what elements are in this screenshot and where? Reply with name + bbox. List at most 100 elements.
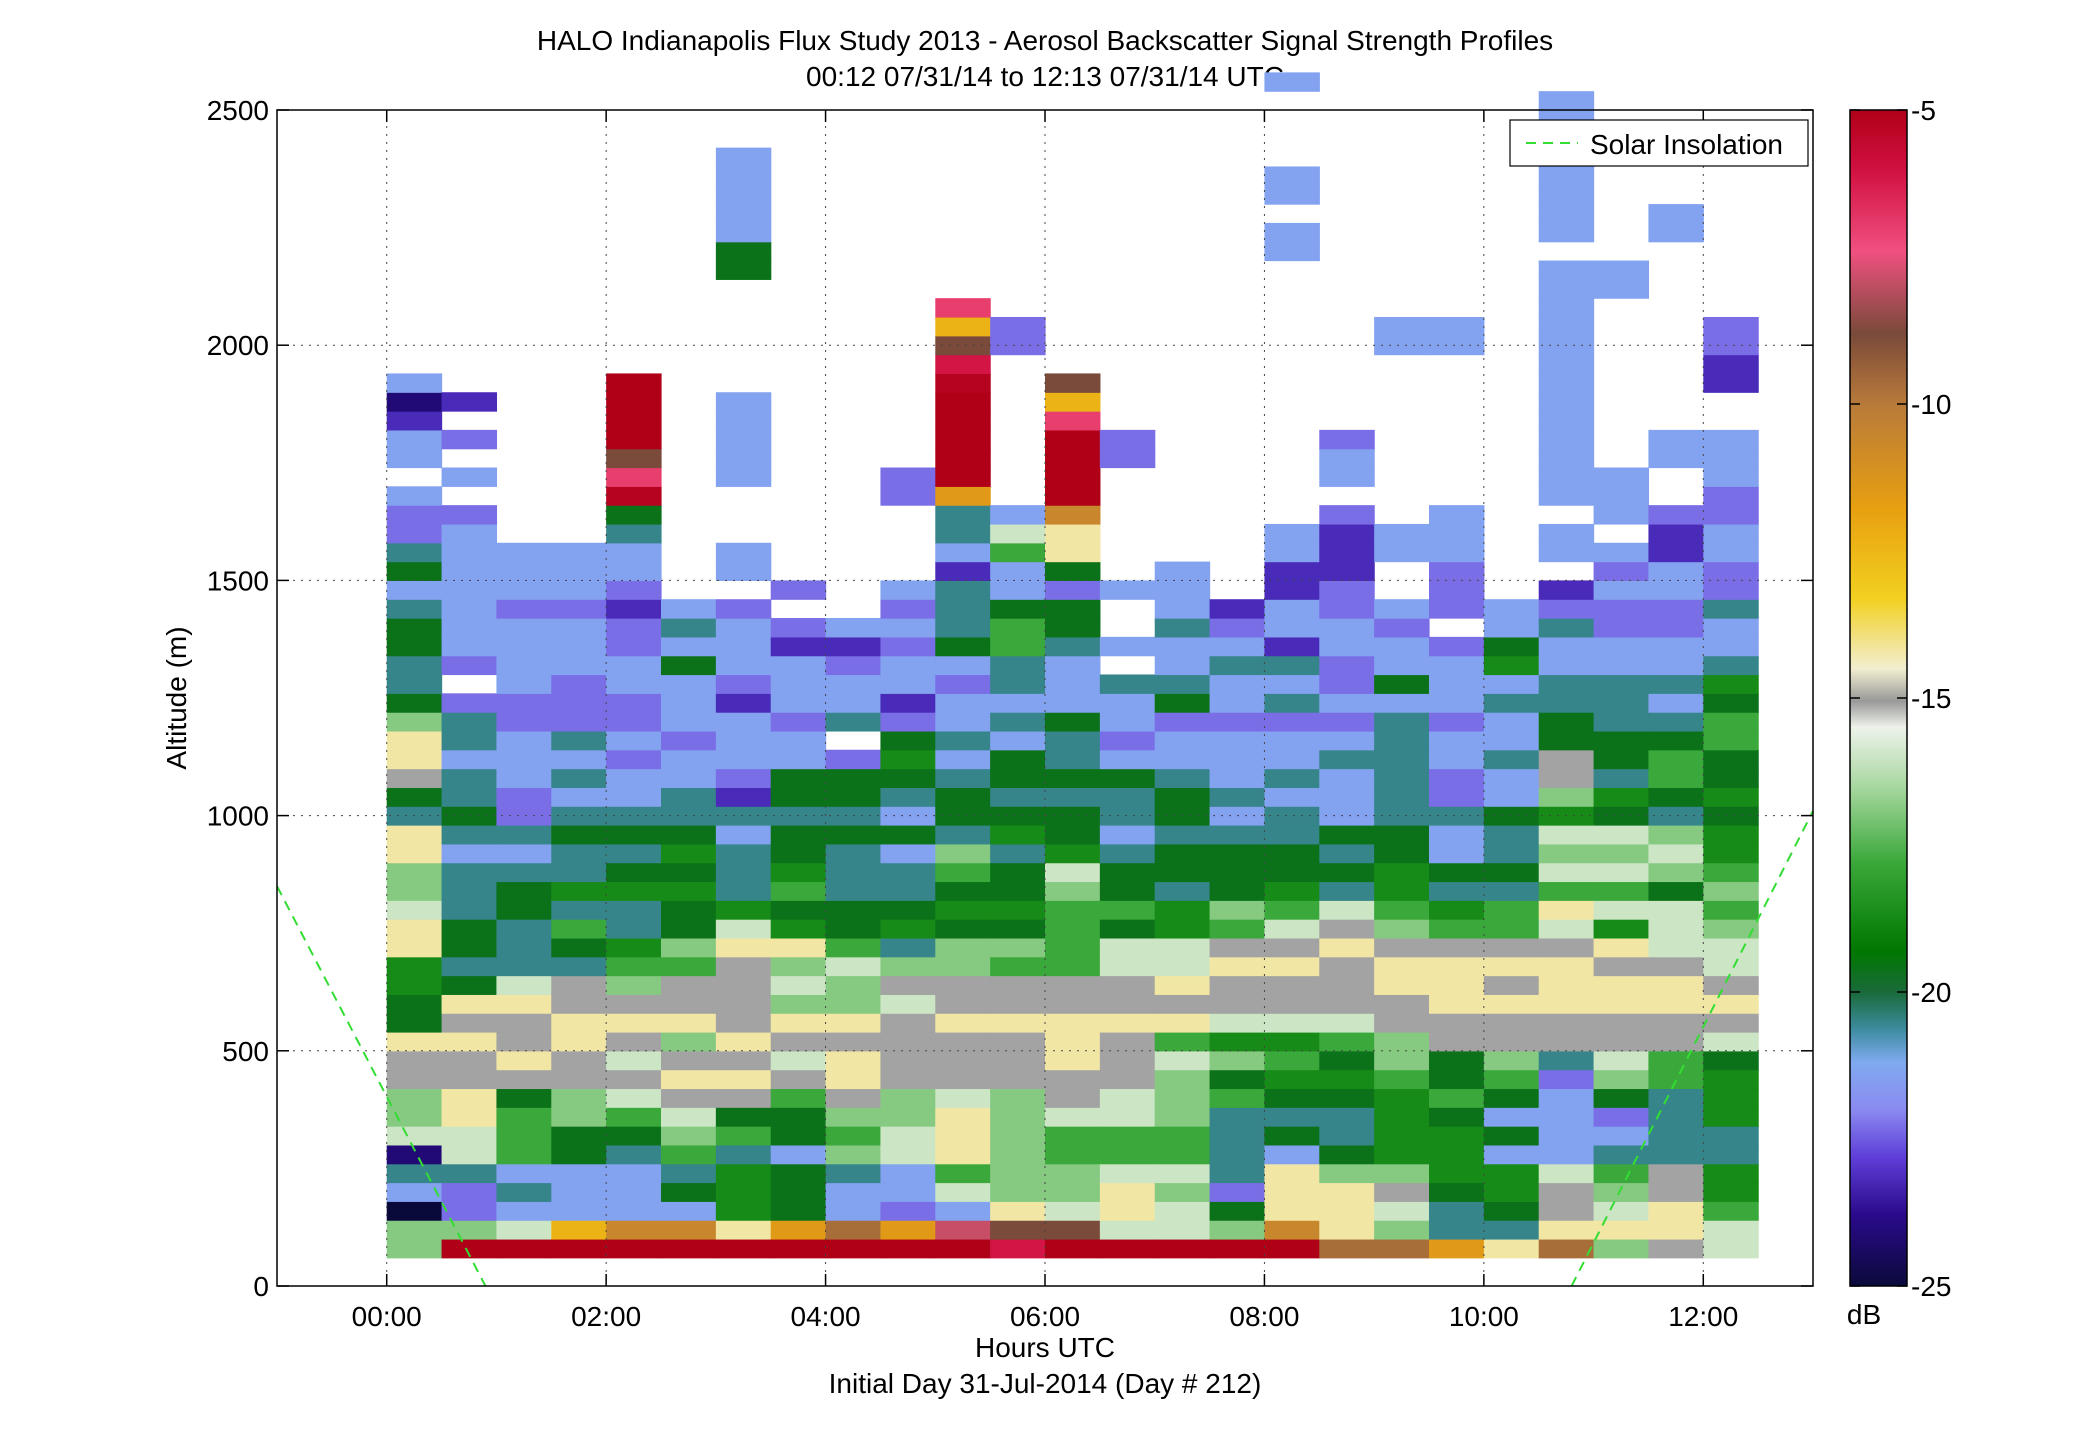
heatmap-cell bbox=[825, 1126, 882, 1146]
heatmap-cell bbox=[1374, 749, 1430, 770]
heatmap-cell bbox=[496, 693, 552, 713]
heatmap-cell bbox=[551, 1238, 607, 1259]
heatmap-cell bbox=[1538, 1182, 1595, 1202]
heatmap-cell bbox=[661, 1107, 717, 1127]
heatmap-cell bbox=[1099, 1050, 1156, 1071]
heatmap-cell bbox=[1429, 636, 1485, 657]
heatmap-cell bbox=[386, 1126, 443, 1146]
heatmap-cell bbox=[715, 1220, 772, 1240]
heatmap-cell bbox=[386, 1107, 443, 1127]
heatmap-cell bbox=[1045, 1238, 1101, 1259]
heatmap-cell bbox=[1648, 1013, 1704, 1033]
x-tick-label: 02:00 bbox=[571, 1301, 641, 1332]
heatmap-cell bbox=[1429, 335, 1485, 356]
heatmap-cell bbox=[441, 1088, 498, 1108]
heatmap-cell bbox=[1538, 429, 1595, 450]
heatmap-cell bbox=[1703, 1238, 1759, 1259]
heatmap-cell bbox=[1319, 599, 1375, 619]
heatmap-cell bbox=[606, 674, 662, 694]
heatmap-cell bbox=[935, 1107, 991, 1127]
heatmap-cell bbox=[880, 919, 936, 939]
heatmap-cell bbox=[386, 411, 443, 431]
heatmap-cell bbox=[1429, 1238, 1485, 1259]
chart-subtitle: 00:12 07/31/14 to 12:13 07/31/14 UTC bbox=[806, 61, 1284, 92]
heatmap-cell bbox=[606, 1031, 662, 1052]
heatmap-cell bbox=[825, 787, 882, 807]
heatmap-cell bbox=[1648, 956, 1704, 977]
heatmap-cell bbox=[770, 1144, 827, 1165]
heatmap-cell bbox=[825, 1182, 882, 1202]
heatmap-cell bbox=[715, 1238, 772, 1259]
heatmap-cell bbox=[1703, 919, 1759, 939]
heatmap-cell bbox=[496, 843, 552, 864]
heatmap-cell bbox=[606, 580, 662, 600]
heatmap-cell bbox=[1538, 298, 1595, 318]
heatmap-cell bbox=[990, 1220, 1046, 1240]
heatmap-cell bbox=[935, 1013, 991, 1033]
heatmap-cell bbox=[1209, 843, 1266, 864]
heatmap-cell bbox=[496, 636, 552, 657]
heatmap-cell bbox=[1374, 636, 1430, 657]
heatmap-cell bbox=[1483, 749, 1540, 770]
heatmap-cell bbox=[606, 392, 662, 412]
heatmap-cell bbox=[1483, 1182, 1540, 1202]
heatmap-cell bbox=[770, 1069, 827, 1090]
heatmap-cell bbox=[1593, 505, 1650, 525]
heatmap-cell bbox=[1099, 448, 1156, 469]
heatmap-cell bbox=[441, 1107, 498, 1127]
heatmap-cell bbox=[606, 1238, 662, 1259]
heatmap-cell bbox=[1264, 994, 1320, 1014]
heatmap-cell bbox=[1538, 919, 1595, 939]
heatmap-cell bbox=[1209, 881, 1266, 901]
heatmap-cell bbox=[990, 862, 1046, 883]
heatmap-cell bbox=[1648, 693, 1704, 713]
heatmap-cell bbox=[1374, 994, 1430, 1014]
heatmap-cell bbox=[1538, 1088, 1595, 1108]
heatmap-cell bbox=[1374, 693, 1430, 713]
heatmap-cell bbox=[1154, 1050, 1211, 1071]
heatmap-cell bbox=[880, 749, 936, 770]
heatmap-cell bbox=[1264, 1163, 1320, 1184]
heatmap-cell bbox=[1099, 1163, 1156, 1184]
heatmap-cell bbox=[1374, 316, 1430, 337]
heatmap-cell bbox=[1538, 373, 1595, 393]
heatmap-cell bbox=[1045, 862, 1101, 883]
heatmap-cell bbox=[606, 712, 662, 732]
heatmap-cell bbox=[1648, 1050, 1704, 1071]
heatmap-cell bbox=[880, 655, 936, 676]
heatmap-cell bbox=[990, 1088, 1046, 1108]
heatmap-cell bbox=[990, 618, 1046, 638]
heatmap-cell bbox=[606, 975, 662, 995]
heatmap-cell bbox=[1264, 222, 1320, 243]
heatmap-cell bbox=[1429, 994, 1485, 1014]
heatmap-cell bbox=[1374, 712, 1430, 732]
heatmap-cell bbox=[1483, 599, 1540, 619]
heatmap-cell bbox=[1264, 862, 1320, 883]
heatmap-cell bbox=[1154, 975, 1211, 995]
heatmap-cell bbox=[1483, 1013, 1540, 1033]
heatmap-cell bbox=[1209, 956, 1266, 977]
heatmap-cell bbox=[1154, 862, 1211, 883]
heatmap-cell bbox=[715, 674, 772, 694]
heatmap-cell bbox=[606, 1069, 662, 1090]
heatmap-cell bbox=[1429, 1069, 1485, 1090]
heatmap-cell bbox=[1648, 730, 1704, 751]
heatmap-cell bbox=[1154, 636, 1211, 657]
heatmap-cell bbox=[935, 937, 991, 958]
heatmap-cell bbox=[386, 542, 443, 563]
heatmap-cell bbox=[1045, 448, 1101, 469]
heatmap-cell bbox=[770, 730, 827, 751]
heatmap-cell bbox=[770, 1238, 827, 1259]
heatmap-cell bbox=[1703, 636, 1759, 657]
heatmap-cell bbox=[715, 843, 772, 864]
heatmap-cell bbox=[441, 392, 498, 412]
heatmap-cell bbox=[1154, 843, 1211, 864]
heatmap-cell bbox=[386, 1201, 443, 1221]
heatmap-cell bbox=[715, 429, 772, 450]
heatmap-cell bbox=[551, 1220, 607, 1240]
heatmap-cell bbox=[386, 975, 443, 995]
heatmap-cell bbox=[1374, 523, 1430, 544]
heatmap-cell bbox=[1703, 1069, 1759, 1090]
heatmap-cell bbox=[1538, 787, 1595, 807]
